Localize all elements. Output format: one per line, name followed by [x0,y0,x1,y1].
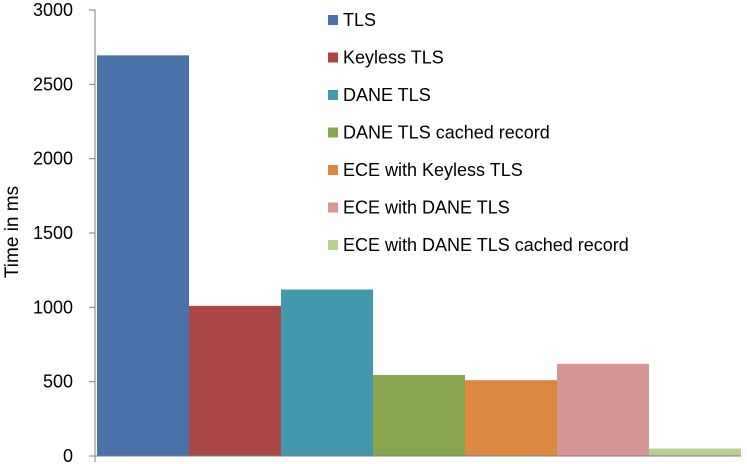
legend-swatch [328,240,338,250]
y-tick-label: 2500 [33,74,73,94]
legend-swatch [328,127,338,138]
legend-swatch [328,15,338,25]
legend-label: ECE with DANE TLS cached record [343,235,629,255]
legend-swatch [328,52,338,63]
legend-label: DANE TLS [343,85,431,105]
bar-dane-tls-cached-record [373,374,465,456]
legend-label: Keyless TLS [343,48,444,68]
y-tick-label: 1000 [33,297,73,317]
y-tick-label: 2000 [33,149,73,169]
bar-ece-with-dane-tls-cached-record [649,448,741,456]
legend-label: ECE with Keyless TLS [343,160,523,180]
bar-keyless-tls [189,305,281,456]
bar-tls [97,55,189,457]
y-axis-title: Time in ms [2,186,23,278]
legend-swatch [328,165,338,175]
y-tick-label: 3000 [33,0,73,20]
bar-ece-with-keyless-tls [465,380,557,456]
y-ticks-group: 0 500 1000 1500 2000 2500 3000 [33,0,96,464]
legend: TLS Keyless TLS DANE TLS DANE TLS cached re… [328,10,629,255]
y-tick-label: 1500 [33,223,73,243]
bars-group [97,55,741,457]
legend-label: DANE TLS cached record [343,123,550,143]
y-tick-label: 500 [43,372,73,392]
y-tick-label: 0 [63,446,73,464]
bar-ece-with-dane-tls [557,363,649,456]
legend-swatch [328,90,338,100]
legend-label: ECE with DANE TLS [343,198,510,218]
legend-label: TLS [343,10,376,30]
legend-swatch [328,202,338,213]
bar-dane-tls [281,289,373,456]
